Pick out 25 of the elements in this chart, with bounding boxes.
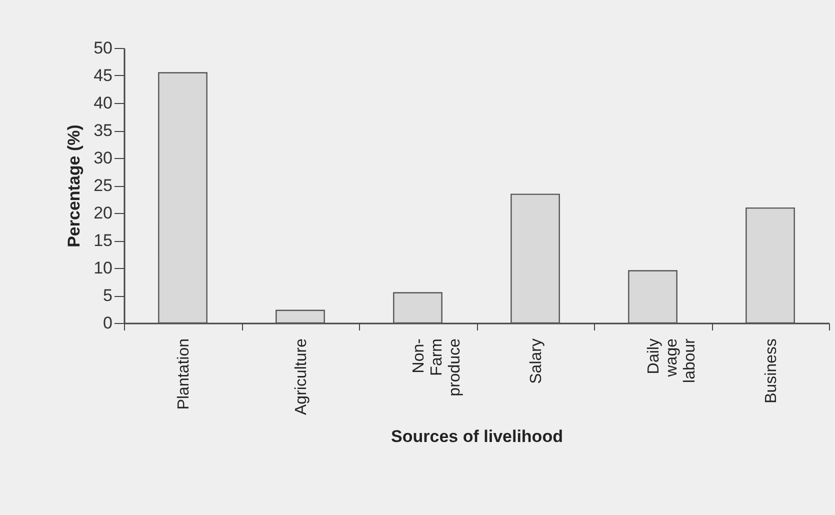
y-tick-label: 10	[94, 258, 112, 278]
x-tick-label: Plantation	[175, 338, 192, 410]
y-tick-label: 20	[94, 204, 112, 222]
bar	[510, 194, 560, 324]
y-tick-label: 0	[103, 314, 112, 332]
x-tick-label: Salary	[528, 338, 545, 384]
x-tick-label: Daily wage labour	[645, 338, 698, 383]
bar	[393, 292, 442, 324]
y-tick-label: 15	[94, 231, 112, 250]
bar	[276, 310, 325, 324]
y-tick-label: 45	[94, 66, 112, 85]
x-tick-label: Non-Farm produce	[410, 338, 464, 396]
y-tick-label: 40	[94, 94, 112, 112]
bar	[158, 72, 208, 324]
x-tick-label: Business	[762, 338, 780, 404]
bar	[746, 207, 795, 324]
y-axis-title: Percentage (%)	[64, 124, 84, 248]
y-tick-label: 30	[94, 148, 112, 168]
y-tick-label: 5	[103, 286, 112, 305]
x-tick-label: Agriculture	[292, 338, 310, 415]
bar	[628, 270, 678, 324]
y-tick-label: 35	[94, 121, 112, 140]
x-axis-title: Sources of livelihood	[391, 426, 563, 446]
y-tick-label: 50	[94, 38, 112, 58]
y-tick-label: 25	[94, 176, 112, 195]
